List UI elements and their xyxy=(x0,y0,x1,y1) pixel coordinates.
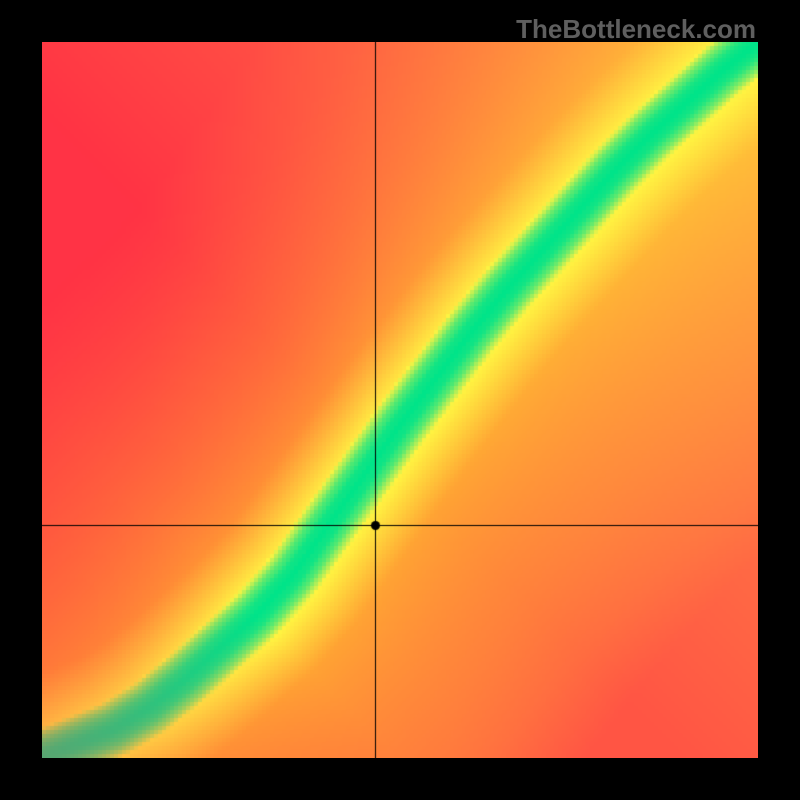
watermark-text: TheBottleneck.com xyxy=(516,14,756,45)
heatmap-plot xyxy=(42,42,758,758)
chart-frame: TheBottleneck.com xyxy=(0,0,800,800)
heatmap-canvas xyxy=(42,42,758,758)
